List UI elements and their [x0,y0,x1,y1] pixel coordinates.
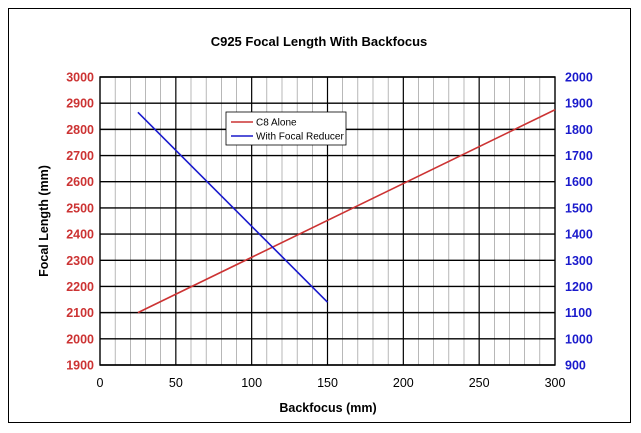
y2-tick-label: 1500 [565,201,593,215]
x-axis-label: Backfocus (mm) [279,401,376,415]
y2-tick-label: 1400 [565,228,593,242]
y-tick-label: 2100 [66,306,94,320]
x-tick-label: 50 [169,376,183,390]
series-group [137,109,556,314]
y-tick-label: 2400 [66,228,94,242]
chart-title: C925 Focal Length With Backfocus [211,34,428,49]
x-tick-label: 300 [545,376,566,390]
chart-frame [8,8,631,423]
series-line [137,111,329,303]
y-tick-label: 2300 [66,254,94,268]
x-tick-label: 100 [241,376,262,390]
y2-tick-label: 1700 [565,149,593,163]
legend-label: With Focal Reducer [256,132,344,143]
legend-label: C8 Alone [256,118,297,129]
y-tick-label: 2200 [66,280,94,294]
y2-tick-label: 900 [565,359,586,373]
y-axis-label: Focal Length (mm) [37,165,51,277]
legend-box [225,111,347,146]
y2-tick-label: 1800 [565,123,593,137]
y-tick-label: 3000 [66,71,94,85]
y-tick-label: 2600 [66,175,94,189]
y2-tick-label: 2000 [565,71,593,85]
y-tick-label: 2900 [66,97,94,111]
y2-tick-label: 1900 [565,97,593,111]
legend: C8 Alone With Focal Reducer [225,111,347,146]
plot-area-border [99,76,556,366]
y2-tick-label: 1200 [565,280,593,294]
axes: 1900200021002200230024002500260027002800… [66,71,593,391]
x-tick-label: 250 [469,376,490,390]
x-tick-label: 150 [317,376,338,390]
y-tick-label: 2800 [66,123,94,137]
x-tick-label: 200 [393,376,414,390]
y2-tick-label: 1100 [565,306,592,320]
y-tick-label: 2500 [66,201,94,215]
y-tick-label: 1900 [66,359,94,373]
y2-tick-label: 1300 [565,254,593,268]
series-line [137,109,556,314]
y-tick-label: 2000 [66,332,94,346]
y-tick-label: 2700 [66,149,94,163]
y2-tick-label: 1000 [565,332,593,346]
y2-tick-label: 1600 [565,175,593,189]
x-tick-label: 0 [97,376,104,390]
